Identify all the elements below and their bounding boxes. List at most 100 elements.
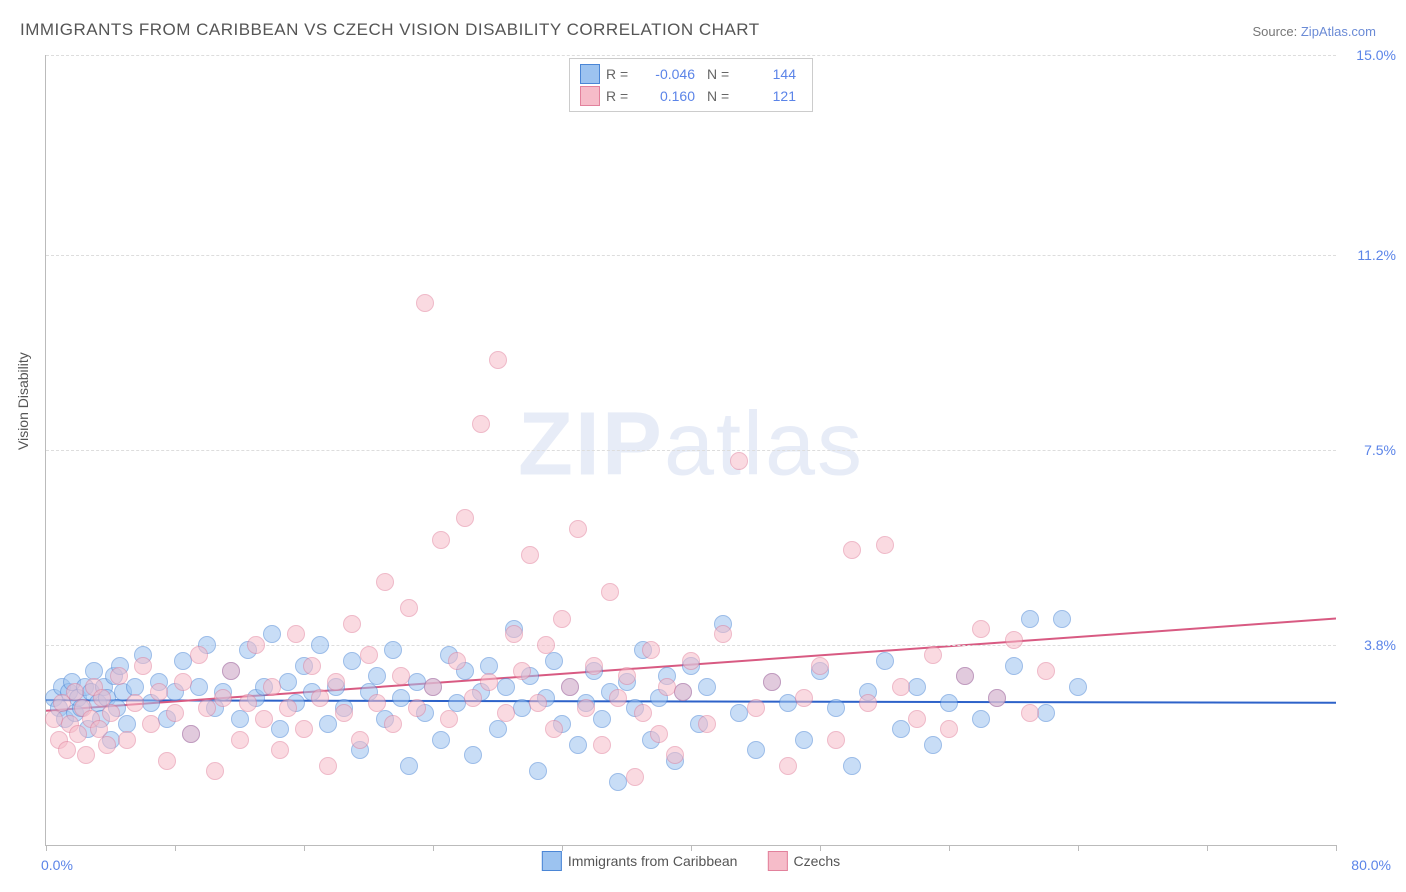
scatter-point [384, 641, 402, 659]
scatter-point [424, 678, 442, 696]
scatter-point [247, 636, 265, 654]
scatter-point [988, 689, 1006, 707]
legend-n-value: 121 [741, 85, 802, 107]
scatter-point [142, 715, 160, 733]
watermark-bold: ZIP [518, 394, 664, 494]
scatter-point [626, 768, 644, 786]
scatter-point [319, 715, 337, 733]
scatter-point [319, 757, 337, 775]
scatter-point [174, 673, 192, 691]
scatter-point [440, 710, 458, 728]
scatter-point [876, 536, 894, 554]
scatter-point [827, 731, 845, 749]
scatter-point [456, 509, 474, 527]
scatter-point [432, 531, 450, 549]
x-axis-max-label: 80.0% [1351, 857, 1391, 873]
source-link[interactable]: ZipAtlas.com [1301, 24, 1376, 39]
legend-stats: R =-0.046N =144R =0.160N =121 [569, 58, 813, 112]
scatter-point [1069, 678, 1087, 696]
scatter-point [263, 625, 281, 643]
scatter-point [593, 736, 611, 754]
scatter-point [222, 662, 240, 680]
scatter-point [513, 662, 531, 680]
scatter-point [392, 667, 410, 685]
scatter-point [327, 673, 345, 691]
legend-r-label: R = [606, 85, 634, 107]
scatter-point [279, 673, 297, 691]
scatter-point [190, 646, 208, 664]
x-tick [949, 845, 950, 851]
scatter-point [642, 641, 660, 659]
scatter-point [843, 757, 861, 775]
scatter-point [682, 652, 700, 670]
gridline [46, 55, 1336, 56]
scatter-point [811, 657, 829, 675]
y-tick-label: 7.5% [1364, 442, 1396, 458]
scatter-point [279, 699, 297, 717]
gridline [46, 450, 1336, 451]
scatter-point [231, 710, 249, 728]
x-tick [562, 845, 563, 851]
x-tick [175, 845, 176, 851]
scatter-point [940, 720, 958, 738]
scatter-point [924, 736, 942, 754]
scatter-point [795, 731, 813, 749]
scatter-point [448, 652, 466, 670]
legend-swatch [580, 64, 600, 84]
scatter-point [521, 546, 539, 564]
scatter-point [489, 351, 507, 369]
x-tick [1336, 845, 1337, 851]
scatter-point [271, 741, 289, 759]
legend-stat-row: R = 0.160 N = 121 [580, 85, 802, 107]
scatter-point [464, 689, 482, 707]
scatter-point [206, 762, 224, 780]
scatter-point [1005, 657, 1023, 675]
scatter-point [472, 415, 490, 433]
scatter-point [351, 731, 369, 749]
scatter-point [1021, 704, 1039, 722]
scatter-point [666, 746, 684, 764]
scatter-point [609, 689, 627, 707]
scatter-point [190, 678, 208, 696]
x-axis-min-label: 0.0% [41, 857, 73, 873]
scatter-point [432, 731, 450, 749]
scatter-point [150, 683, 168, 701]
scatter-point [1037, 704, 1055, 722]
scatter-point [311, 689, 329, 707]
scatter-point [98, 736, 116, 754]
legend-n-label: N = [707, 85, 735, 107]
scatter-point [779, 757, 797, 775]
scatter-point [368, 667, 386, 685]
scatter-point [892, 678, 910, 696]
plot-area: ZIPatlas R =-0.046N =144R =0.160N =121 0… [45, 55, 1336, 846]
legend-series-name: Czechs [793, 853, 840, 869]
y-tick-label: 3.8% [1364, 637, 1396, 653]
x-tick [304, 845, 305, 851]
scatter-point [553, 610, 571, 628]
scatter-point [1005, 631, 1023, 649]
x-tick [1207, 845, 1208, 851]
scatter-point [166, 704, 184, 722]
y-tick-label: 11.2% [1357, 247, 1396, 263]
scatter-point [400, 757, 418, 775]
scatter-point [908, 710, 926, 728]
x-tick [820, 845, 821, 851]
y-tick-label: 15.0% [1356, 47, 1396, 63]
scatter-point [231, 731, 249, 749]
scatter-point [384, 715, 402, 733]
scatter-point [674, 683, 692, 701]
legend-r-value: 0.160 [640, 85, 701, 107]
scatter-point [763, 673, 781, 691]
scatter-point [464, 746, 482, 764]
scatter-point [529, 694, 547, 712]
scatter-point [585, 657, 603, 675]
scatter-point [634, 704, 652, 722]
scatter-point [972, 620, 990, 638]
x-tick [691, 845, 692, 851]
scatter-point [392, 689, 410, 707]
scatter-point [158, 752, 176, 770]
scatter-point [537, 636, 555, 654]
scatter-point [400, 599, 418, 617]
scatter-point [118, 731, 136, 749]
scatter-point [908, 678, 926, 696]
